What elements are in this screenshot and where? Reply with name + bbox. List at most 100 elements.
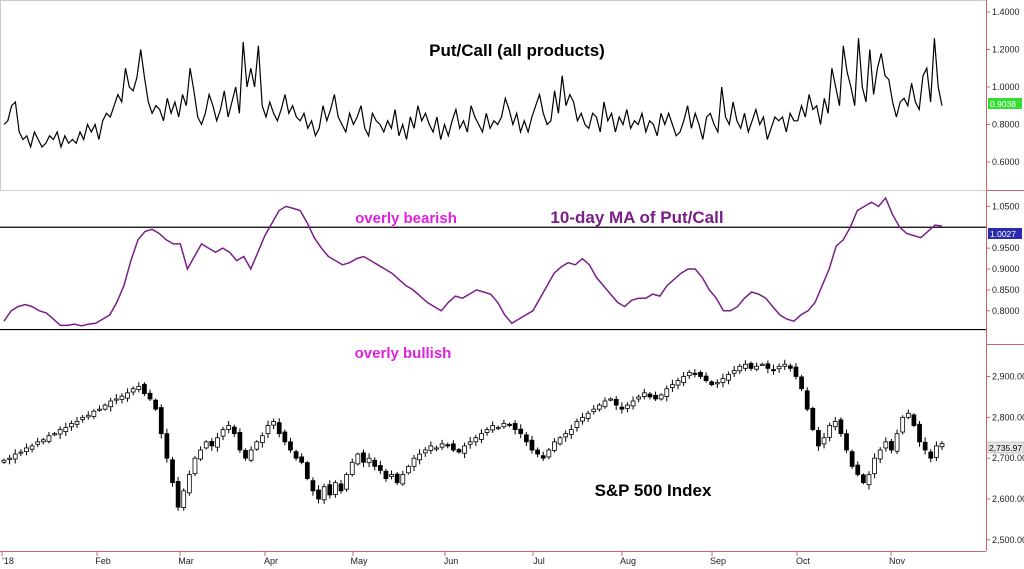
candle-body [231, 426, 237, 435]
candle-body [934, 445, 939, 458]
candle-body [192, 457, 198, 475]
ma-y-tick-label: 1.0500 [992, 201, 1020, 211]
candle-body [203, 441, 209, 449]
candle-body [619, 406, 625, 410]
candle-body [125, 392, 130, 399]
panel-frame [0, 0, 987, 191]
candle-body [900, 416, 906, 433]
candle-body [911, 414, 917, 426]
candle-body [872, 457, 877, 475]
candle-body [389, 474, 394, 477]
ma-y-axis: 1.0500 0.9500 0.9000 0.8500 0.8000 [986, 201, 1020, 316]
candle-body [737, 365, 743, 372]
candle-body [220, 429, 226, 437]
candle-body [535, 449, 540, 455]
candle-body [743, 363, 748, 369]
candle-body [866, 474, 872, 486]
candle-body [804, 390, 810, 410]
candle-body [670, 384, 675, 388]
candle-body [175, 481, 181, 508]
putcall-y-tick-label: 0.6000 [992, 157, 1020, 167]
candle-body [467, 441, 473, 445]
candle-body [647, 393, 653, 398]
candle-body [344, 474, 349, 490]
candle-body [63, 427, 69, 433]
candle-body [108, 400, 114, 408]
candle-body [849, 451, 855, 467]
candle-body [394, 473, 400, 484]
candle-body [170, 459, 175, 484]
candle-body [658, 394, 664, 400]
candle-body [776, 365, 782, 370]
candle-body [782, 363, 788, 367]
candle-body [243, 450, 248, 459]
candle-body [215, 437, 220, 448]
candle-body [905, 412, 911, 418]
candle-body [591, 408, 597, 413]
putcall-y-tick-label: 1.2000 [992, 45, 1020, 55]
candle-body [552, 441, 557, 451]
candle-body [12, 453, 18, 460]
candle-body [383, 470, 389, 479]
candle-body [664, 388, 670, 397]
candle-body [434, 447, 439, 450]
candle-body [726, 374, 731, 381]
candle-body [333, 482, 338, 495]
candle-body [372, 459, 378, 467]
candle-body [40, 439, 46, 443]
candle-body [608, 398, 613, 401]
putcall-title: Put/Call (all products) [429, 41, 605, 60]
candle-body [411, 457, 417, 467]
candle-body [507, 423, 512, 426]
candle-body [321, 486, 327, 501]
candle-body [939, 443, 945, 448]
candle-body [630, 400, 636, 407]
candle-body [406, 465, 411, 474]
candle-body [29, 445, 35, 450]
sp500-last-value-badge [987, 441, 1024, 454]
candle-body [248, 449, 254, 461]
candle-body [540, 455, 546, 459]
putcall-y-tick-label: 1.0000 [992, 82, 1020, 92]
candle-body [490, 425, 496, 431]
sp500-last-value: 2,735.97 [989, 443, 1022, 453]
candle-body [282, 431, 288, 443]
candle-body [557, 437, 563, 445]
candle-body [299, 456, 305, 463]
candle-body [428, 445, 434, 451]
sp500-title: S&P 500 Index [595, 481, 712, 500]
candle-body [276, 422, 282, 435]
candle-body [518, 428, 524, 435]
ma-last-value: 1.0027 [990, 229, 1016, 239]
candle-body [456, 449, 462, 453]
sp500-y-tick-label: 2,700.00 [992, 453, 1024, 463]
candle-body [327, 484, 333, 496]
candle-body [681, 376, 686, 384]
candle-body [523, 434, 529, 443]
x-tick-label: Nov [889, 556, 906, 566]
candle-body [450, 443, 456, 451]
x-tick-label: Jun [444, 556, 459, 566]
ma-title: 10-day MA of Put/Call [550, 208, 723, 227]
sp500-y-tick-label: 2,500.00 [992, 535, 1024, 545]
candle-body [855, 464, 861, 475]
candle-body [417, 453, 423, 461]
putcall-last-value-badge [988, 98, 1022, 109]
candle-body [720, 378, 726, 384]
candle-body [186, 474, 192, 494]
candle-body [928, 451, 934, 459]
ma-last-value-badge [988, 228, 1022, 239]
candle-body [816, 429, 821, 447]
candle-body [754, 365, 760, 370]
candle-body [164, 433, 170, 459]
sp500-y-axis: 2,900.00 2,800.00 2,700.00 2,600.00 2,500.00 [986, 372, 1024, 545]
candle-body [377, 465, 383, 471]
candle-body [838, 419, 844, 435]
candle-body [422, 449, 428, 454]
candle-body [512, 423, 518, 430]
x-tick-label: Jul [533, 556, 545, 566]
candle-body [102, 404, 108, 410]
candle-body [97, 408, 102, 411]
candle-body [113, 398, 119, 401]
